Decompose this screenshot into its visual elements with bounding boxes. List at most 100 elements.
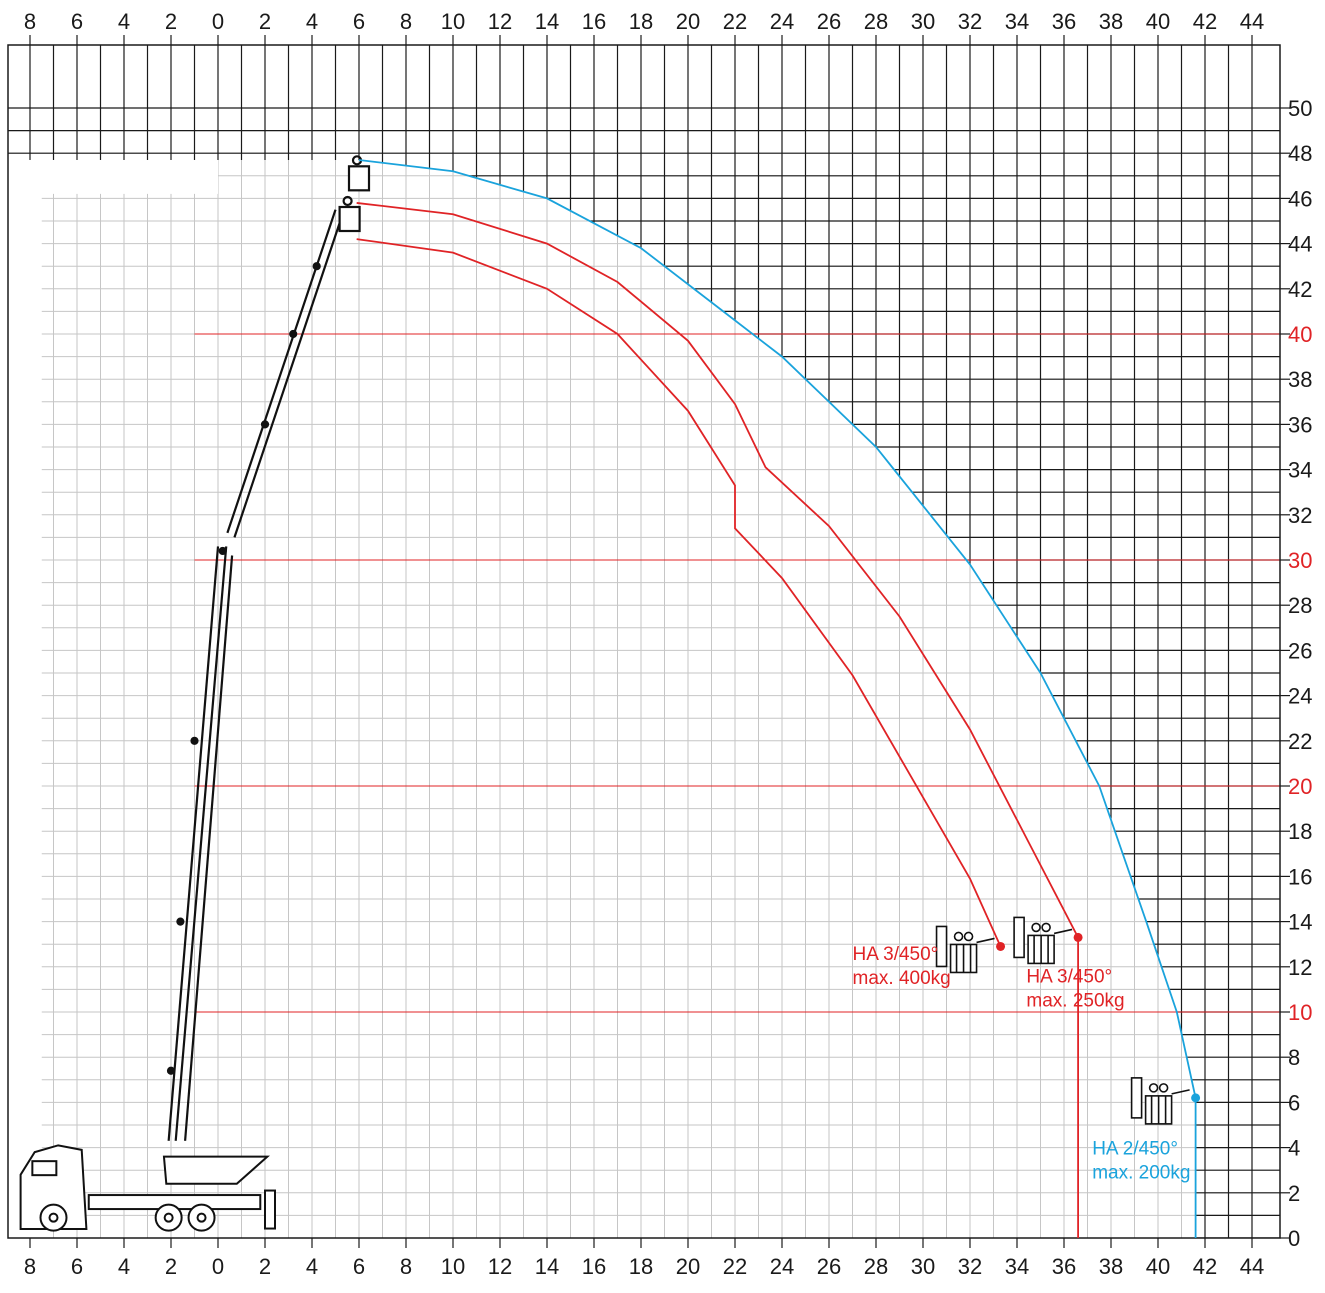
x-tick-label-top: 40 xyxy=(1146,9,1170,34)
y-tick-label: 20 xyxy=(1288,774,1312,799)
x-tick-label-top: 30 xyxy=(911,9,935,34)
label-ha3-250: HA 3/450° max. 250kg xyxy=(1026,967,1124,1012)
y-tick-label: 46 xyxy=(1288,186,1312,211)
x-tick-label-top: 14 xyxy=(535,9,559,34)
y-tick-label: 22 xyxy=(1288,729,1312,754)
x-tick-label-bottom: 0 xyxy=(212,1254,224,1279)
label-ha2-200-line-1: max. 200kg xyxy=(1092,1162,1190,1183)
x-tick-label-top: 16 xyxy=(582,9,606,34)
boom-upper-left xyxy=(226,209,337,534)
y-tick-label: 4 xyxy=(1288,1136,1300,1161)
y-tick-label: 34 xyxy=(1288,458,1312,483)
x-tick-label-bottom: 18 xyxy=(629,1254,653,1279)
x-tick-label-top: 2 xyxy=(259,9,271,34)
y-tick-label: 2 xyxy=(1288,1181,1300,1206)
series-endpoint-1 xyxy=(1073,932,1083,942)
x-tick-label-top: 36 xyxy=(1052,9,1076,34)
x-tick-label-bottom: 16 xyxy=(582,1254,606,1279)
truck-hub xyxy=(163,1212,174,1223)
boom-joint xyxy=(312,262,321,271)
y-tick-label: 18 xyxy=(1288,819,1312,844)
y-tick-label: 10 xyxy=(1288,1000,1312,1025)
x-tick-label-bottom: 2 xyxy=(259,1254,271,1279)
boom-joint xyxy=(218,546,227,556)
x-tick-label-top: 24 xyxy=(770,9,794,34)
x-tick-label-bottom: 2 xyxy=(165,1254,177,1279)
boom-lower-inner xyxy=(184,555,234,1141)
y-tick-label: 40 xyxy=(1288,322,1312,347)
truck-window xyxy=(31,1160,58,1177)
x-tick-label-bottom: 42 xyxy=(1193,1254,1217,1279)
label-ha3-400-line-0: HA 3/450° xyxy=(853,944,939,965)
x-tick-label-top: 8 xyxy=(24,9,36,34)
y-tick-label: 32 xyxy=(1288,503,1312,528)
y-tick-label: 26 xyxy=(1288,638,1312,663)
x-tick-label-top: 0 xyxy=(212,9,224,34)
label-ha3-400-line-1: max. 400kg xyxy=(853,968,951,989)
x-tick-label-bottom: 10 xyxy=(441,1254,465,1279)
y-tick-label: 44 xyxy=(1288,232,1312,257)
truck xyxy=(19,1144,276,1232)
x-tick-labels: 8866442200224466881010121214141616181820… xyxy=(24,9,1264,1279)
x-tick-label-top: 6 xyxy=(353,9,365,34)
label-ha3-250-line-0: HA 3/450° xyxy=(1026,967,1112,988)
boom-joint xyxy=(260,420,270,429)
label-ha2-200: HA 2/450° max. 200kg xyxy=(1092,1138,1190,1183)
y-tick-label: 16 xyxy=(1288,864,1312,889)
truck-wheel xyxy=(154,1203,183,1232)
truck-and-boom-illustration xyxy=(19,155,371,1232)
x-tick-label-bottom: 4 xyxy=(306,1254,318,1279)
ticks xyxy=(29,35,1290,1248)
y-tick-label: 8 xyxy=(1288,1045,1300,1070)
label-ha3-250-line-1: max. 250kg xyxy=(1026,991,1124,1012)
x-tick-label-top: 4 xyxy=(118,9,130,34)
truck-wheel xyxy=(187,1203,216,1232)
x-tick-label-bottom: 30 xyxy=(911,1254,935,1279)
label-ha2-200-line-0: HA 2/450° xyxy=(1092,1138,1178,1159)
truck-outrigger xyxy=(264,1189,276,1230)
y-tick-label: 42 xyxy=(1288,277,1312,302)
x-tick-label-bottom: 8 xyxy=(24,1254,36,1279)
x-tick-label-top: 10 xyxy=(441,9,465,34)
x-tick-label-bottom: 14 xyxy=(535,1254,559,1279)
basket-icon-head xyxy=(1031,922,1041,933)
y-tick-label: 48 xyxy=(1288,141,1312,166)
y-tick-label: 28 xyxy=(1288,593,1312,618)
x-tick-label-top: 8 xyxy=(400,9,412,34)
basket-icon-pointer xyxy=(976,937,995,944)
left-white-area xyxy=(8,159,218,194)
boom xyxy=(166,155,371,1141)
plot-frame xyxy=(7,44,1281,1239)
boom-joint xyxy=(176,917,185,926)
left-white-panel xyxy=(8,159,42,1239)
basket-icon-1 xyxy=(1013,916,1073,965)
y-tick-label: 50 xyxy=(1288,96,1312,121)
x-tick-label-bottom: 28 xyxy=(864,1254,888,1279)
x-tick-label-bottom: 22 xyxy=(723,1254,747,1279)
y-tick-label: 0 xyxy=(1288,1226,1300,1251)
label-layer: HA 3/450°max. 400kg HA 3/450°max. 250kgHA… xyxy=(853,944,1191,1183)
y-tick-label: 14 xyxy=(1288,910,1312,935)
basket-icon-head xyxy=(963,931,974,942)
boom-joint xyxy=(289,329,298,339)
x-tick-label-top: 28 xyxy=(864,9,888,34)
basket-icon-head xyxy=(953,931,964,942)
basket-icon-arm xyxy=(1130,1077,1143,1119)
x-tick-label-top: 18 xyxy=(629,9,653,34)
minor-grid xyxy=(8,45,1280,1239)
series-line-2 xyxy=(356,238,1002,947)
x-tick-label-top: 6 xyxy=(71,9,83,34)
x-tick-label-top: 38 xyxy=(1099,9,1123,34)
x-tick-label-top: 34 xyxy=(1005,9,1029,34)
truck-wheel xyxy=(39,1203,68,1232)
basket-icon-head xyxy=(1041,922,1051,933)
y-tick-label: 6 xyxy=(1288,1090,1300,1115)
y-tick-label: 38 xyxy=(1288,367,1312,392)
y-tick-label: 24 xyxy=(1288,684,1312,709)
basket-icon-2 xyxy=(935,925,995,974)
basket-icon-pointer xyxy=(1171,1089,1190,1095)
x-tick-label-top: 12 xyxy=(488,9,512,34)
y-tick-label: 36 xyxy=(1288,412,1312,437)
basket-icon-head xyxy=(1158,1083,1169,1093)
